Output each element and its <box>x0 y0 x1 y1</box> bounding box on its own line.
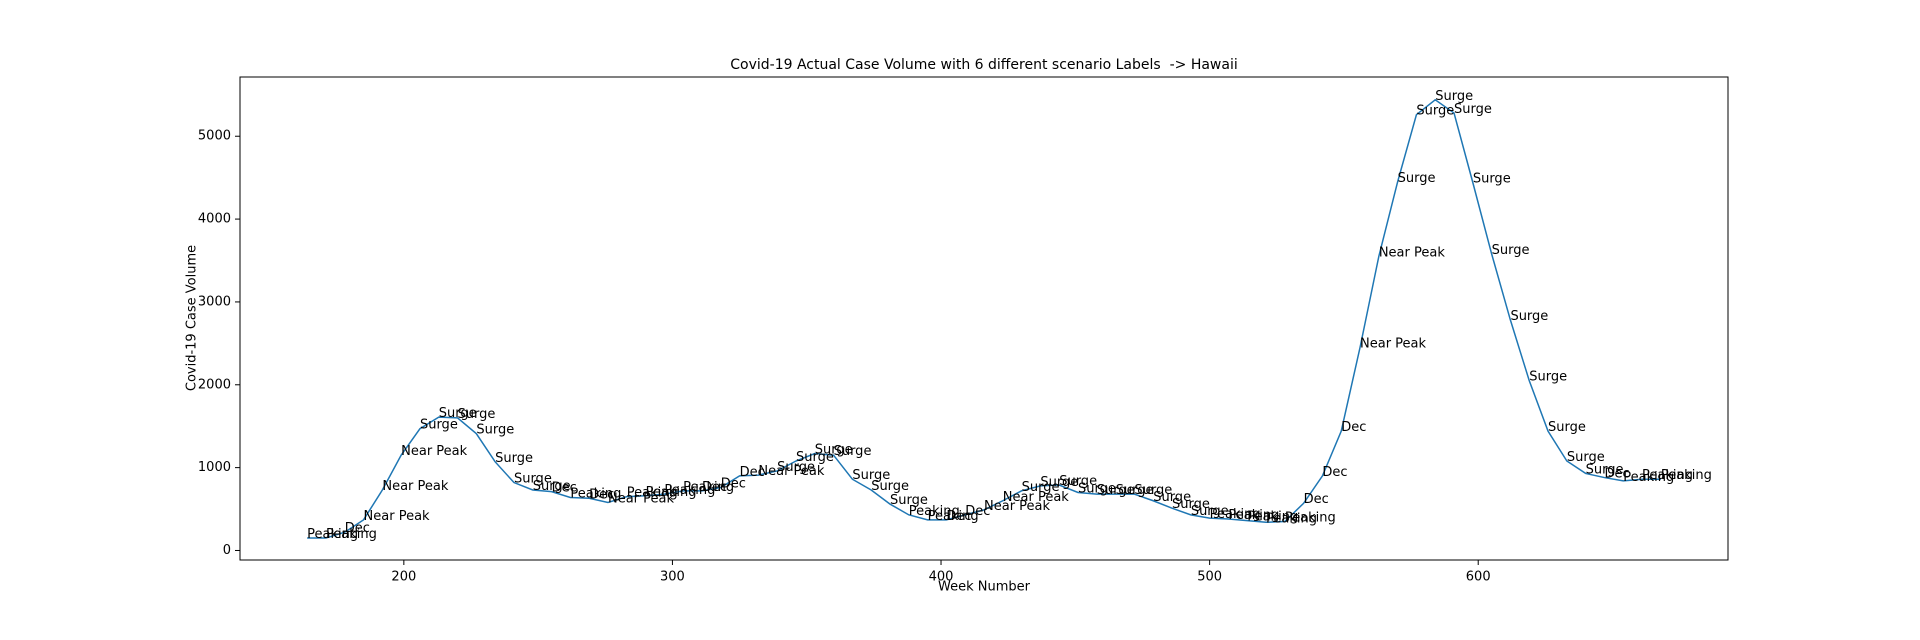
point-annotation: Peaking <box>1228 508 1279 523</box>
point-annotation: Surge <box>1134 483 1172 498</box>
point-annotation: Surge <box>890 493 928 508</box>
point-annotation: Surge <box>533 479 571 494</box>
point-annotation: Peaking <box>1661 468 1712 483</box>
point-annotation: Dec <box>1322 465 1347 480</box>
point-annotation: Dec <box>1341 420 1366 435</box>
point-annotation: Dec <box>965 504 990 519</box>
point-annotation: Surge <box>1059 474 1097 489</box>
y-tick-label: 3000 <box>198 294 231 309</box>
point-annotation: Peaking <box>909 504 960 519</box>
point-annotation: Dec <box>1604 467 1629 482</box>
line <box>307 98 1661 539</box>
point-annotation: Dec <box>589 487 614 502</box>
point-annotation: Surge <box>1022 480 1060 495</box>
point-annotation: Dec <box>740 465 765 480</box>
point-annotation: Peaking <box>664 483 715 498</box>
point-annotation: Surge <box>815 443 853 458</box>
point-annotation: Peaking <box>1285 510 1336 525</box>
point-annotation: Surge <box>514 472 552 487</box>
x-tick-label: 600 <box>1466 570 1491 585</box>
point-annotation: Surge <box>834 444 872 459</box>
x-tick-label: 300 <box>660 570 685 585</box>
point-annotation: Near Peak <box>758 464 825 479</box>
point-annotation: Peaking <box>1247 510 1298 525</box>
point-annotation: Surge <box>1172 497 1210 512</box>
point-annotation: Peaking <box>627 486 678 501</box>
point-annotation: Near Peak <box>984 499 1051 514</box>
point-annotation: Dec <box>552 481 577 496</box>
point-annotation: Surge <box>420 418 458 433</box>
plot-frame <box>239 76 1729 561</box>
point-annotation: Dec <box>345 521 370 536</box>
point-annotation: Surge <box>495 451 533 466</box>
point-annotation: Surge <box>1398 171 1436 186</box>
point-annotation: Surge <box>439 406 477 421</box>
point-annotation: Near Peak <box>1360 336 1427 351</box>
point-annotation: Peaking <box>1642 468 1693 483</box>
x-tick-label: 400 <box>929 570 954 585</box>
y-axis-label: Covid-19 Case Volume <box>185 245 200 391</box>
point-annotation: Near Peak <box>364 509 431 524</box>
point-annotation: Surge <box>1116 483 1154 498</box>
point-annotation: Peaking <box>646 485 697 500</box>
point-annotation: Surge <box>1097 483 1135 498</box>
point-annotation: Surge <box>476 423 514 438</box>
point-annotation: Surge <box>1040 475 1078 490</box>
point-annotation: Surge <box>1078 481 1116 496</box>
x-tick-label: 500 <box>1197 570 1222 585</box>
y-tick-label: 1000 <box>198 460 231 475</box>
y-tick-label: 2000 <box>198 377 231 392</box>
point-annotation: Peaking <box>326 527 377 542</box>
chart-title: Covid-19 Actual Case Volume with 6 diffe… <box>730 57 1238 73</box>
point-annotation: Dec <box>1304 492 1329 507</box>
point-annotation: Surge <box>1492 243 1530 258</box>
point-annotation: Near Peak <box>401 444 468 459</box>
point-annotation: Dec <box>702 480 727 495</box>
point-annotation: Peaking <box>683 480 734 495</box>
point-annotation: Surge <box>1529 370 1567 385</box>
point-annotation: Surge <box>1548 420 1586 435</box>
point-annotation: Near Peak <box>608 491 675 506</box>
point-annotation: Peaking <box>307 527 358 542</box>
point-annotation: Surge <box>1567 450 1605 465</box>
point-annotation: Peaking <box>1623 470 1674 485</box>
y-tick-label: 5000 <box>198 129 231 144</box>
point-annotation: Surge <box>1435 89 1473 104</box>
point-annotation: Surge <box>1416 104 1454 119</box>
point-annotation: Peaking <box>1266 511 1317 526</box>
point-annotation: Surge <box>796 450 834 465</box>
point-annotation: Surge <box>458 407 496 422</box>
point-annotation: Near Peak <box>1379 245 1446 260</box>
y-tick-label: 0 <box>223 543 231 558</box>
point-annotation: Surge <box>871 479 909 494</box>
point-annotation: Surge <box>1153 490 1191 505</box>
x-axis-label: Week Number <box>938 580 1031 595</box>
point-annotation: Surge <box>1191 504 1229 519</box>
x-tick-label: 200 <box>391 570 416 585</box>
point-annotation: Peaking <box>570 486 621 501</box>
point-annotation: Near Peak <box>1003 490 1070 505</box>
point-annotation: Surge <box>1454 102 1492 117</box>
point-annotation: Peaking <box>1210 507 1261 522</box>
point-annotation: Surge <box>1586 462 1624 477</box>
point-annotation: Near Peak <box>382 479 449 494</box>
point-annotation: Surge <box>777 460 815 475</box>
point-annotation: Dec <box>946 509 971 524</box>
point-annotation: Dec <box>721 477 746 492</box>
y-tick-label: 4000 <box>198 212 231 227</box>
point-annotation: Peaking <box>928 509 979 524</box>
point-annotation: Surge <box>1473 172 1511 187</box>
point-annotation: Surge <box>852 468 890 483</box>
point-annotation: Surge <box>1510 309 1548 324</box>
